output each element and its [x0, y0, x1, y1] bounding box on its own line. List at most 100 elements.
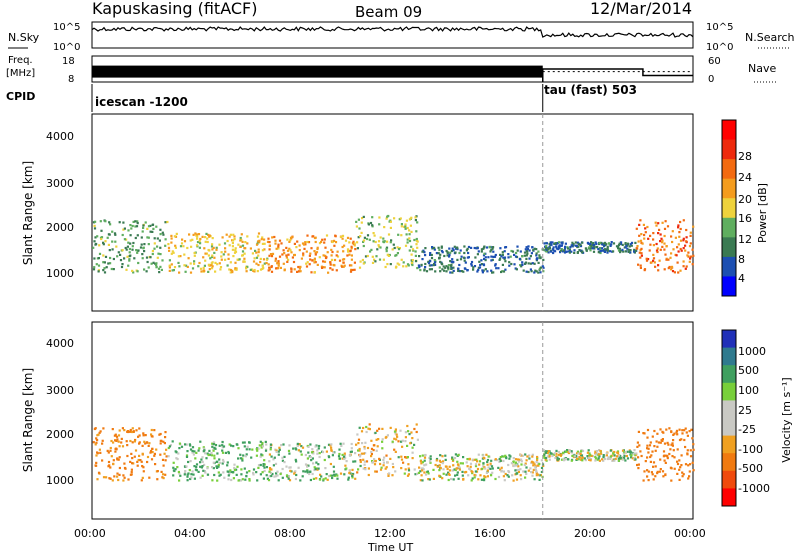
velocity-cell-2-193: [289, 469, 292, 472]
velocity-cell-2-44: [349, 472, 352, 475]
power-ytick-2000: 2000: [46, 221, 74, 234]
power-cell-0-137: [121, 263, 124, 266]
velocity-cell-1-232: [241, 459, 244, 462]
power-cell-2-89: [277, 243, 280, 246]
velocity-cell-6-45: [688, 430, 691, 433]
velocity-cell-6-34: [640, 454, 643, 458]
station-title: Kapuskasing (fitACF): [92, 0, 257, 18]
velocity-cell-6-38: [673, 456, 676, 459]
power-cell-1-57: [193, 260, 196, 263]
power-cell-5-215: [561, 242, 564, 245]
velocity-cell-5-204: [609, 457, 612, 460]
power-cell-3-38: [408, 239, 412, 243]
power-cell-1-232: [177, 261, 180, 264]
power-cell-3-96: [365, 237, 369, 241]
velocity-cell-4-142: [517, 465, 520, 468]
power-cell-2-37: [269, 253, 273, 256]
power-cell-4-279: [454, 251, 457, 254]
power-cell-0-103: [144, 221, 147, 224]
velocity-cell-5-135: [602, 454, 605, 457]
velocity-cell-4-233: [479, 474, 482, 477]
velocity-cell-0-178: [143, 440, 146, 443]
velocity-cell-0-143: [111, 479, 114, 482]
power-cell-2-7: [323, 238, 326, 241]
velocity-cell-2-155: [348, 471, 351, 475]
power-cell-0-24: [160, 268, 163, 271]
power-cell-4-99: [501, 270, 504, 273]
power-cell-4-66: [470, 246, 473, 249]
velocity-cell-0-34: [146, 455, 150, 459]
power-cell-4-293: [457, 267, 460, 270]
velocity-cell-4-153: [419, 455, 422, 458]
power-cell-4-178: [437, 246, 440, 249]
velocity-cell-3-142: [394, 428, 397, 431]
power-cell-4-83: [498, 258, 501, 261]
power-cell-5-89: [564, 242, 567, 245]
power-cell-1-98: [219, 266, 223, 269]
power-cell-0-8: [140, 236, 143, 239]
power-cell-5-112: [543, 249, 546, 252]
power-cell-2-31: [291, 236, 294, 239]
velocity-cell-5-199: [546, 452, 549, 455]
velocity-cell-6-124: [665, 428, 668, 431]
velocity-cell-6-7: [649, 460, 652, 463]
velocity-cell-1-130: [239, 453, 242, 456]
power-cell-2-111: [311, 259, 314, 262]
velocity-cell-5-68: [580, 454, 583, 457]
power-cell-3-112: [378, 223, 381, 226]
velocity-cell-1-12: [257, 466, 260, 469]
velocity-cell-5-197: [616, 451, 619, 454]
velocity-cbar-swatch-4: [722, 400, 736, 419]
power-cell-6-71: [678, 235, 681, 238]
velocity-cell-1-56: [209, 453, 212, 456]
power-cell-5-189: [610, 241, 613, 244]
velocity-cell-4-271: [459, 462, 462, 465]
power-cell-5-2: [547, 251, 550, 254]
velocity-cell-1-51: [192, 473, 195, 476]
power-cell-0-49: [112, 268, 115, 271]
power-cell-3-2: [358, 227, 361, 230]
velocity-cell-1-61: [252, 468, 256, 471]
power-cell-2-165: [333, 239, 336, 242]
velocity-cell-0-117: [101, 442, 104, 445]
velocity-cell-1-239: [240, 468, 243, 471]
power-cell-6-62: [682, 247, 685, 250]
power-cell-5-68: [564, 245, 567, 248]
velocity-cell-3-66: [408, 433, 411, 436]
velocity-cell-4-103: [528, 457, 531, 460]
power-cell-2-112: [331, 268, 334, 271]
power-cell-0-10: [129, 224, 132, 227]
power-cell-3-99: [407, 264, 410, 267]
velocity-cell-0-129: [141, 465, 144, 468]
velocity-cell-5-46: [605, 454, 608, 457]
power-cell-4-158: [445, 249, 448, 253]
xtick-0400: 04:00: [174, 527, 206, 540]
velocity-cell-0-127: [164, 473, 167, 476]
power-cell-2-122: [283, 269, 286, 272]
power-cell-4-155: [428, 268, 431, 271]
power-cell-0-34: [109, 223, 112, 226]
power-cell-1-205: [229, 261, 232, 264]
velocity-cell-6-93: [678, 438, 682, 442]
velocity-cell-4-232: [482, 462, 485, 465]
power-cell-0-116: [149, 230, 152, 233]
velocity-cell-5-121: [594, 450, 597, 453]
power-cell-4-286: [439, 270, 442, 273]
velocity-cell-4-264: [506, 474, 509, 477]
velocity-cell-2-57: [274, 448, 277, 451]
power-cell-4-283: [448, 247, 451, 250]
velocity-cell-4-201: [428, 460, 432, 463]
power-cell-2-71: [287, 258, 290, 261]
power-cell-0-97: [166, 220, 169, 224]
velocity-cell-1-98: [179, 474, 182, 477]
velocity-cell-1-111: [171, 440, 174, 443]
power-cell-1-30: [231, 269, 234, 272]
velocity-cell-3-62: [415, 430, 418, 434]
velocity-cell-2-148: [307, 464, 310, 467]
velocity-cell-2-56: [338, 452, 341, 456]
power-cell-3-40: [357, 218, 360, 221]
power-cell-2-151: [277, 267, 280, 270]
velocity-cell-4-278: [530, 460, 533, 463]
velocity-cell-5-98: [551, 454, 554, 458]
velocity-cell-0-70: [162, 464, 165, 467]
